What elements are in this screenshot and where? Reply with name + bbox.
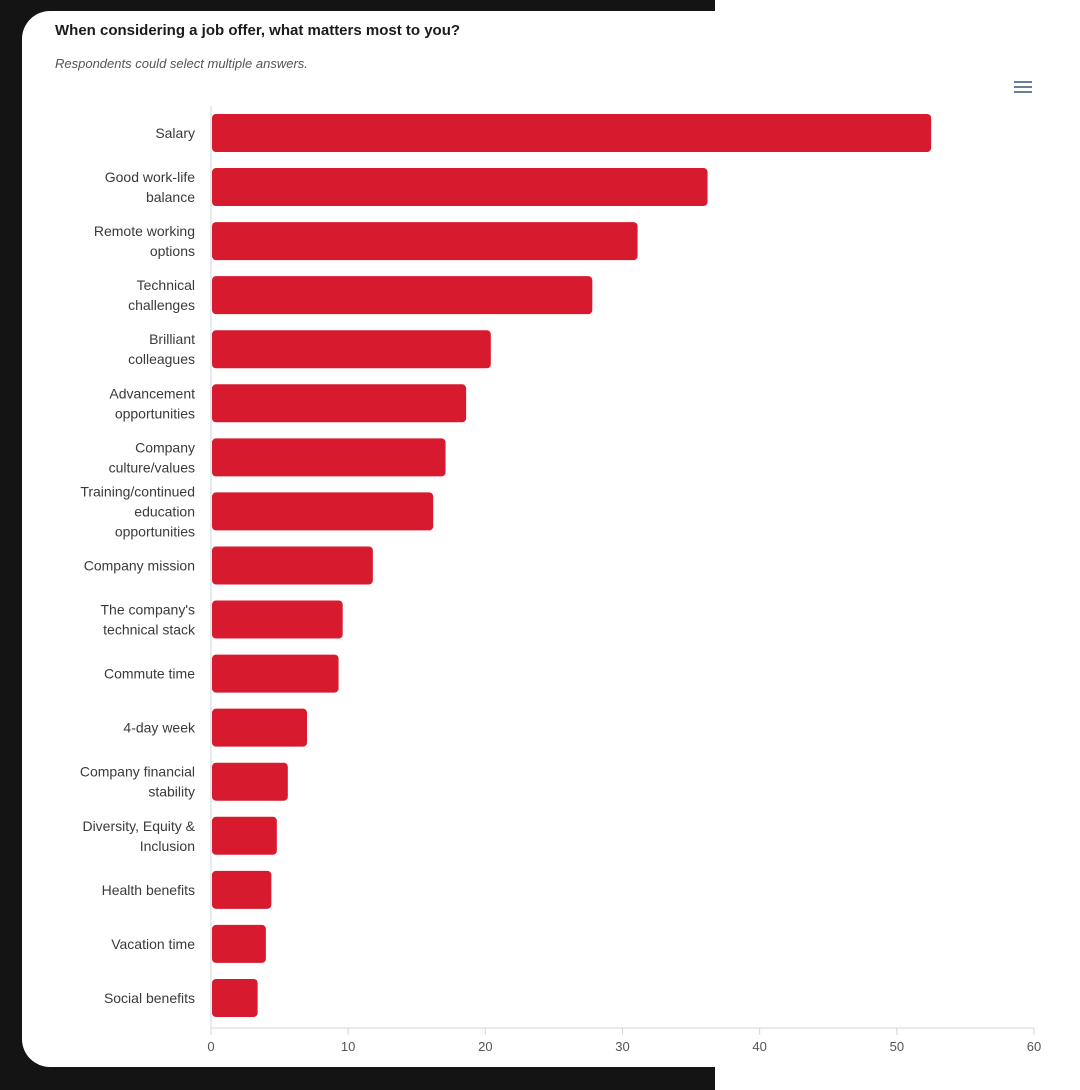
x-tick-label-40: 40 [752,1039,766,1054]
x-tick-label-30: 30 [615,1039,629,1054]
category-label-5: Advancement opportunities [109,385,195,421]
bar-7[interactable] [212,492,434,531]
hamburger-menu-icon[interactable] [1012,78,1034,96]
bar-13[interactable] [212,816,277,855]
category-label-9: The company's technical stack [101,602,196,638]
bar-3[interactable] [212,276,593,315]
category-label-3: Technical challenges [128,277,195,313]
category-label-14: Health benefits [102,882,195,898]
category-label-2: Remote working options [94,223,195,259]
category-label-11: 4-day week [123,720,196,736]
x-tick-label-10: 10 [341,1039,355,1054]
bar-6[interactable] [212,438,446,477]
bar-4[interactable] [212,330,491,369]
x-tick-label-0: 0 [207,1039,214,1054]
chart-subtitle: Respondents could select multiple answer… [55,56,308,71]
bar-12[interactable] [212,762,288,801]
category-label-4: Brilliant colleagues [128,331,195,367]
bar-5[interactable] [212,384,467,423]
bar-2[interactable] [212,222,638,261]
bar-8[interactable] [212,546,373,585]
category-label-15: Vacation time [111,936,195,952]
category-label-12: Company financial stability [80,764,195,800]
x-tick-label-20: 20 [478,1039,492,1054]
bar-10[interactable] [212,654,339,693]
category-label-16: Social benefits [104,990,195,1006]
category-label-1: Good work-life balance [105,169,195,205]
chart-title: When considering a job offer, what matte… [55,22,461,39]
bar-11[interactable] [212,708,308,747]
x-tick-label-50: 50 [890,1039,904,1054]
category-label-10: Commute time [104,666,195,682]
category-label-8: Company mission [84,557,195,573]
category-label-6: Company culture/values [109,439,195,475]
bar-9[interactable] [212,600,343,639]
bar-0[interactable] [212,114,932,152]
category-label-7: Training/continued education opportunities [80,483,195,539]
bar-1[interactable] [212,168,708,207]
bar-16[interactable] [212,978,258,1017]
bar-15[interactable] [212,924,266,963]
bar-14[interactable] [212,870,272,909]
category-label-0: Salary [155,125,195,141]
x-tick-label-60: 60 [1027,1039,1041,1054]
category-label-13: Diversity, Equity & Inclusion [82,818,195,854]
